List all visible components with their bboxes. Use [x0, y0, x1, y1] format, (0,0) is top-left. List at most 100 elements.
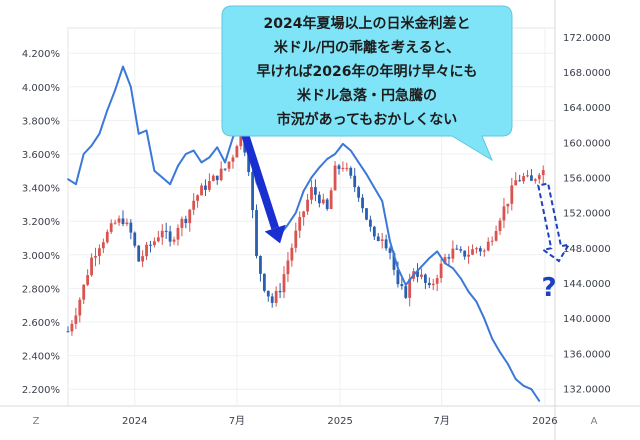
candle	[451, 248, 455, 259]
callout-line: 2024年夏場以上の日米金利差と	[264, 15, 471, 32]
candle	[153, 241, 156, 246]
candle	[478, 248, 482, 252]
callout-line: 米ドル急落・円急騰の	[297, 87, 437, 104]
left-tick-label: 3.400%	[22, 184, 60, 195]
yield-point	[412, 274, 415, 276]
yield-point	[106, 109, 109, 112]
candle	[459, 249, 463, 251]
candle	[274, 290, 278, 303]
candle	[149, 244, 152, 246]
yield-point	[208, 156, 211, 159]
yield-point	[177, 164, 179, 167]
yield-point	[137, 132, 140, 135]
candle	[423, 274, 427, 283]
candle	[160, 230, 164, 238]
annotations: ? 2024年夏場以上の日米金利差と米ドル/円の乖離を考えると、早ければ2026年…	[221, 5, 571, 303]
left-tick-label: 3.800%	[22, 116, 60, 127]
yield-point	[114, 89, 117, 92]
yield-point	[420, 265, 423, 268]
left-tick-label: 3.200%	[22, 217, 60, 228]
yield-point	[184, 153, 187, 155]
yield-point	[224, 161, 226, 164]
yield-point	[82, 153, 85, 155]
candle	[259, 256, 262, 274]
candlestick-series	[66, 124, 545, 336]
candle	[416, 271, 419, 277]
candle	[439, 263, 443, 279]
callout-line: 米ドル/円の乖離を考えると、	[274, 39, 460, 56]
yield-point	[169, 183, 172, 186]
candle	[266, 290, 270, 297]
candle	[78, 299, 82, 316]
candle	[286, 260, 290, 275]
candle	[86, 275, 90, 285]
yield-point	[232, 136, 234, 139]
right-tick-label: 156.0000	[563, 173, 611, 184]
yield-point	[467, 290, 470, 293]
x-axis: 2024 7月 2025 7月 2026	[122, 415, 558, 427]
candle	[117, 218, 121, 223]
left-tick-label: 3.000%	[22, 251, 60, 262]
candle	[66, 331, 70, 333]
projection-arrow	[537, 182, 571, 263]
candle	[74, 315, 78, 324]
candle	[490, 240, 494, 242]
candle	[282, 274, 286, 293]
candle	[376, 236, 380, 242]
candle	[420, 274, 423, 277]
left-tick-label: 4.000%	[22, 83, 60, 94]
candle	[302, 211, 306, 218]
yield-point	[74, 183, 77, 186]
candle	[486, 241, 490, 251]
candle	[133, 232, 137, 246]
candle	[314, 187, 317, 195]
yield-point	[326, 158, 329, 160]
yield-point	[357, 161, 360, 164]
candle	[164, 230, 168, 232]
candle	[482, 250, 486, 252]
candle	[329, 190, 333, 209]
yield-point	[365, 173, 368, 176]
left-axis-button[interactable]: Z	[33, 416, 40, 427]
yield-point	[145, 129, 148, 132]
yield-point	[294, 211, 297, 214]
candle	[192, 200, 196, 210]
candle	[475, 248, 478, 250]
candle	[537, 175, 541, 180]
candle	[82, 284, 86, 300]
yield-point	[318, 166, 321, 169]
candle	[251, 172, 254, 211]
candle	[498, 220, 502, 232]
right-tick-label: 148.0000	[563, 244, 611, 255]
candle	[227, 161, 231, 169]
candle	[396, 269, 400, 285]
candle	[294, 230, 298, 248]
candle	[196, 195, 200, 201]
yield-point	[491, 337, 494, 340]
x-tick-label: 2026	[532, 416, 557, 427]
x-tick-label: 7月	[229, 415, 245, 427]
candle	[231, 157, 235, 162]
left-axis: 2.200% 2.400% 2.600% 2.800% 3.000% 3.200% 3.40…	[22, 49, 60, 396]
yield-point	[451, 267, 454, 270]
candle	[172, 239, 176, 242]
candle	[400, 284, 404, 287]
yield-point	[381, 200, 384, 202]
candle	[384, 239, 388, 249]
yield-point	[530, 388, 533, 391]
right-axis-button[interactable]: A	[591, 416, 598, 427]
candle	[223, 168, 227, 170]
candle	[427, 282, 431, 286]
candle	[541, 170, 545, 176]
candle	[530, 175, 533, 181]
candle	[510, 185, 514, 204]
candle	[219, 168, 223, 181]
candle	[463, 250, 467, 257]
yield-point	[349, 149, 352, 152]
yield-point	[302, 190, 305, 192]
yield-point	[98, 132, 101, 135]
yield-point	[506, 363, 509, 365]
candle	[109, 223, 113, 232]
yield-point	[153, 169, 156, 172]
